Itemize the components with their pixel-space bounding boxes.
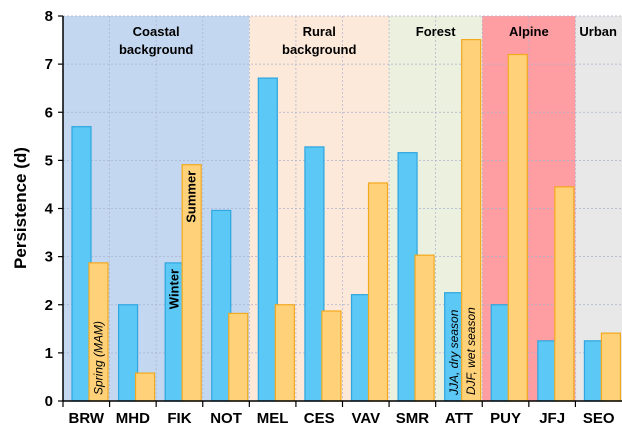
x-tick-label: PUY	[490, 410, 521, 424]
y-tick-label: 3	[45, 249, 53, 266]
bar-puy-s2	[508, 55, 527, 402]
bar-seo-s2	[601, 333, 620, 401]
bar-not-s1	[212, 210, 231, 401]
bar-mel-s2	[275, 305, 294, 401]
bar-annotation: DJF, wet season	[464, 307, 478, 395]
region-label: background	[119, 42, 193, 57]
x-tick-label: BRW	[69, 410, 105, 424]
y-tick-label: 6	[45, 104, 53, 121]
x-tick-label: ATT	[445, 410, 473, 424]
y-tick-label: 5	[45, 152, 53, 169]
bar-brw-s1	[72, 127, 91, 401]
bar-ces-s1	[305, 147, 324, 401]
bar-jfj-s1	[538, 341, 557, 401]
y-tick-label: 7	[45, 56, 53, 73]
x-tick-label: VAV	[351, 410, 380, 424]
region-label: background	[282, 42, 356, 57]
bar-mhd-s2	[136, 373, 155, 401]
bar-annotation: Winter	[167, 269, 182, 309]
x-tick-label: MHD	[116, 410, 150, 424]
y-axis-title: Persistence (d)	[11, 147, 30, 269]
x-tick-label: SEO	[583, 410, 615, 424]
bar-seo-s1	[584, 341, 603, 401]
bar-mhd-s1	[119, 305, 138, 401]
bar-jfj-s2	[555, 187, 574, 401]
bar-puy-s1	[491, 305, 510, 401]
y-tick-label: 2	[45, 297, 53, 314]
region-label: Rural	[303, 24, 336, 39]
region-label: Alpine	[509, 24, 549, 39]
bar-not-s2	[229, 313, 248, 401]
bar-annotation: JJA, dry season	[447, 309, 461, 396]
bar-ces-s2	[322, 311, 341, 401]
y-tick-label: 1	[45, 345, 53, 362]
bar-vav-s2	[369, 183, 388, 401]
bar-mel-s1	[258, 78, 277, 401]
bar-smr-s2	[415, 255, 434, 401]
y-tick-label: 4	[45, 201, 54, 218]
region-label: Forest	[416, 24, 456, 39]
bar-vav-s1	[352, 295, 371, 401]
bar-annotation: Summer	[184, 171, 199, 223]
y-tick-label: 8	[45, 8, 53, 25]
region-label: Urban	[579, 24, 617, 39]
x-tick-label: MEL	[257, 410, 289, 424]
x-tick-label: SMR	[396, 410, 430, 424]
x-tick-label: JFJ	[539, 410, 565, 424]
bar-annotation: Spring (MAM)	[92, 321, 106, 395]
bar-smr-s1	[398, 153, 417, 401]
x-tick-label: CES	[304, 410, 335, 424]
x-tick-label: FIK	[167, 410, 191, 424]
y-tick-label: 0	[45, 393, 53, 410]
region-label: Coastal	[133, 24, 180, 39]
x-tick-label: NOT	[210, 410, 242, 424]
